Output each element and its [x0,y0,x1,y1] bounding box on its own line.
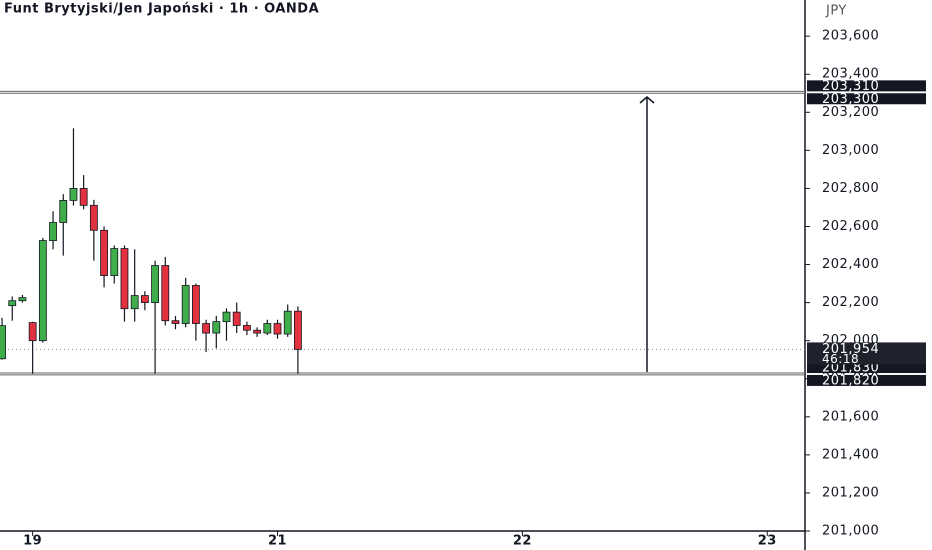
x-tick-label: 23 [758,534,777,549]
y-tick-label: 202,200 [822,295,879,310]
candle-body [283,310,292,335]
currency: JPY [825,4,847,19]
y-tick-label: 203,000 [822,143,879,158]
last-price-label: 201,954 [822,342,879,357]
last-price-box [807,342,926,365]
y-tick-label: 201,600 [822,409,879,424]
candle-body [110,248,119,276]
y-tick-label: 202,800 [822,181,879,196]
measure-arrow [639,96,655,372]
y-tick-label: 203,200 [822,105,879,120]
level-price-label: 201,820 [822,373,879,388]
candle-body [8,300,17,307]
candle-body [28,322,37,342]
candle-body [18,297,27,302]
level-price-label: 203,310 [822,79,879,94]
candle-body [59,200,68,223]
y-tick-label: 203,600 [822,29,879,44]
candle-body [89,204,98,231]
candle-body [191,285,200,324]
candle-body [202,323,210,334]
x-tick-label: 22 [513,534,532,549]
candle-body [232,311,241,326]
candle-body [253,329,262,334]
candle-body [181,285,190,324]
candle-body [100,229,108,276]
candle-body [79,188,88,206]
y-tick-label: 201,200 [822,485,879,500]
level-price-box [807,362,926,374]
y-tick-label: 203,400 [822,67,879,82]
candle-body [294,310,302,350]
candle-body [222,311,231,323]
candle-body [0,325,6,360]
candle-body [38,240,47,342]
y-tick-label: 202,600 [822,219,879,234]
x-tick-label: 21 [268,534,287,549]
candle-body [171,320,180,324]
candle-body [140,295,149,304]
countdown-label: 46:18 [822,352,859,366]
x-tick-label: 19 [23,534,42,549]
candle-body [120,248,129,310]
candle-body [212,321,221,334]
chart-title: Funt Brytyjski/Jen Japoński · 1h · OANDA [4,2,319,17]
candle-body [49,222,57,241]
level-price-box [807,80,926,92]
level-price-label: 203,300 [822,92,879,107]
y-tick-label: 201,400 [822,447,879,462]
y-tick-label: 202,400 [822,257,879,272]
candle-body [263,323,272,334]
candle-body [151,265,159,304]
candle-body [243,325,251,331]
y-tick-label: 201,000 [822,524,879,539]
candle-body [273,323,282,335]
candle-body [161,265,170,322]
candle-body [130,295,139,310]
level-price-box [807,93,926,105]
candle-body [69,188,78,201]
level-price-box [807,374,926,386]
